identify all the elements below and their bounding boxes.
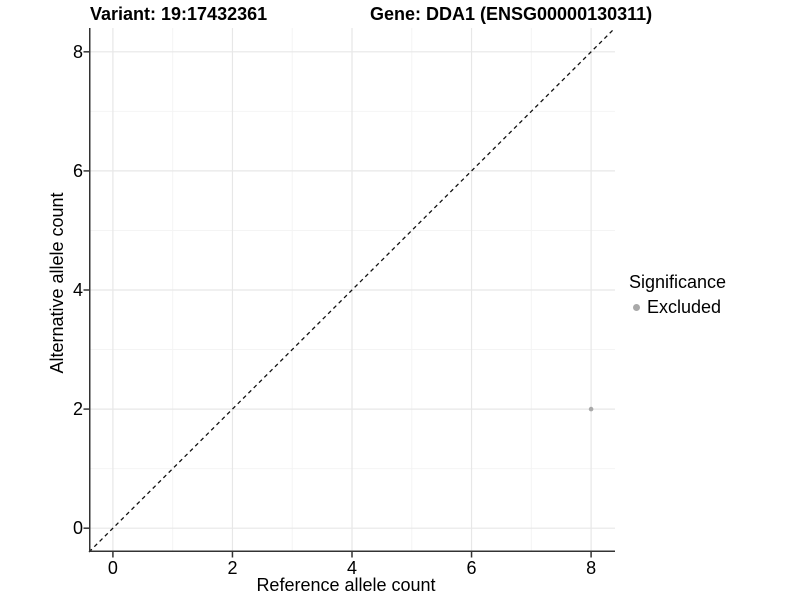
y-tick-label: 0 (72, 518, 83, 539)
y-tick-label: 2 (72, 399, 83, 420)
data-point (588, 406, 594, 412)
plot-panel-canvas (83, 27, 616, 558)
plot-title-variant: Variant: 19:17432361 (90, 4, 268, 24)
legend: Significance Excluded (629, 271, 794, 318)
plot-panel (83, 27, 616, 558)
legend-point-icon (633, 303, 640, 311)
y-tick-label: 4 (72, 280, 83, 300)
identity-line (88, 27, 616, 553)
y-tick-label: 8 (72, 41, 83, 62)
legend-item-label: Excluded (647, 297, 722, 317)
legend-title: Significance (629, 272, 727, 292)
x-tick-label: 4 (346, 558, 357, 578)
x-axis-title: Reference allele count (256, 575, 436, 595)
plot-title-gene: Gene: DDA1 (ENSG00000130311) (370, 4, 653, 24)
x-tick-label: 6 (466, 558, 477, 578)
x-tick-label: 8 (586, 558, 597, 578)
y-tick-label: 6 (72, 160, 83, 181)
legend-item-excluded: Excluded (629, 296, 794, 318)
x-tick-label: 0 (107, 558, 118, 578)
x-tick-label: 2 (227, 558, 238, 578)
